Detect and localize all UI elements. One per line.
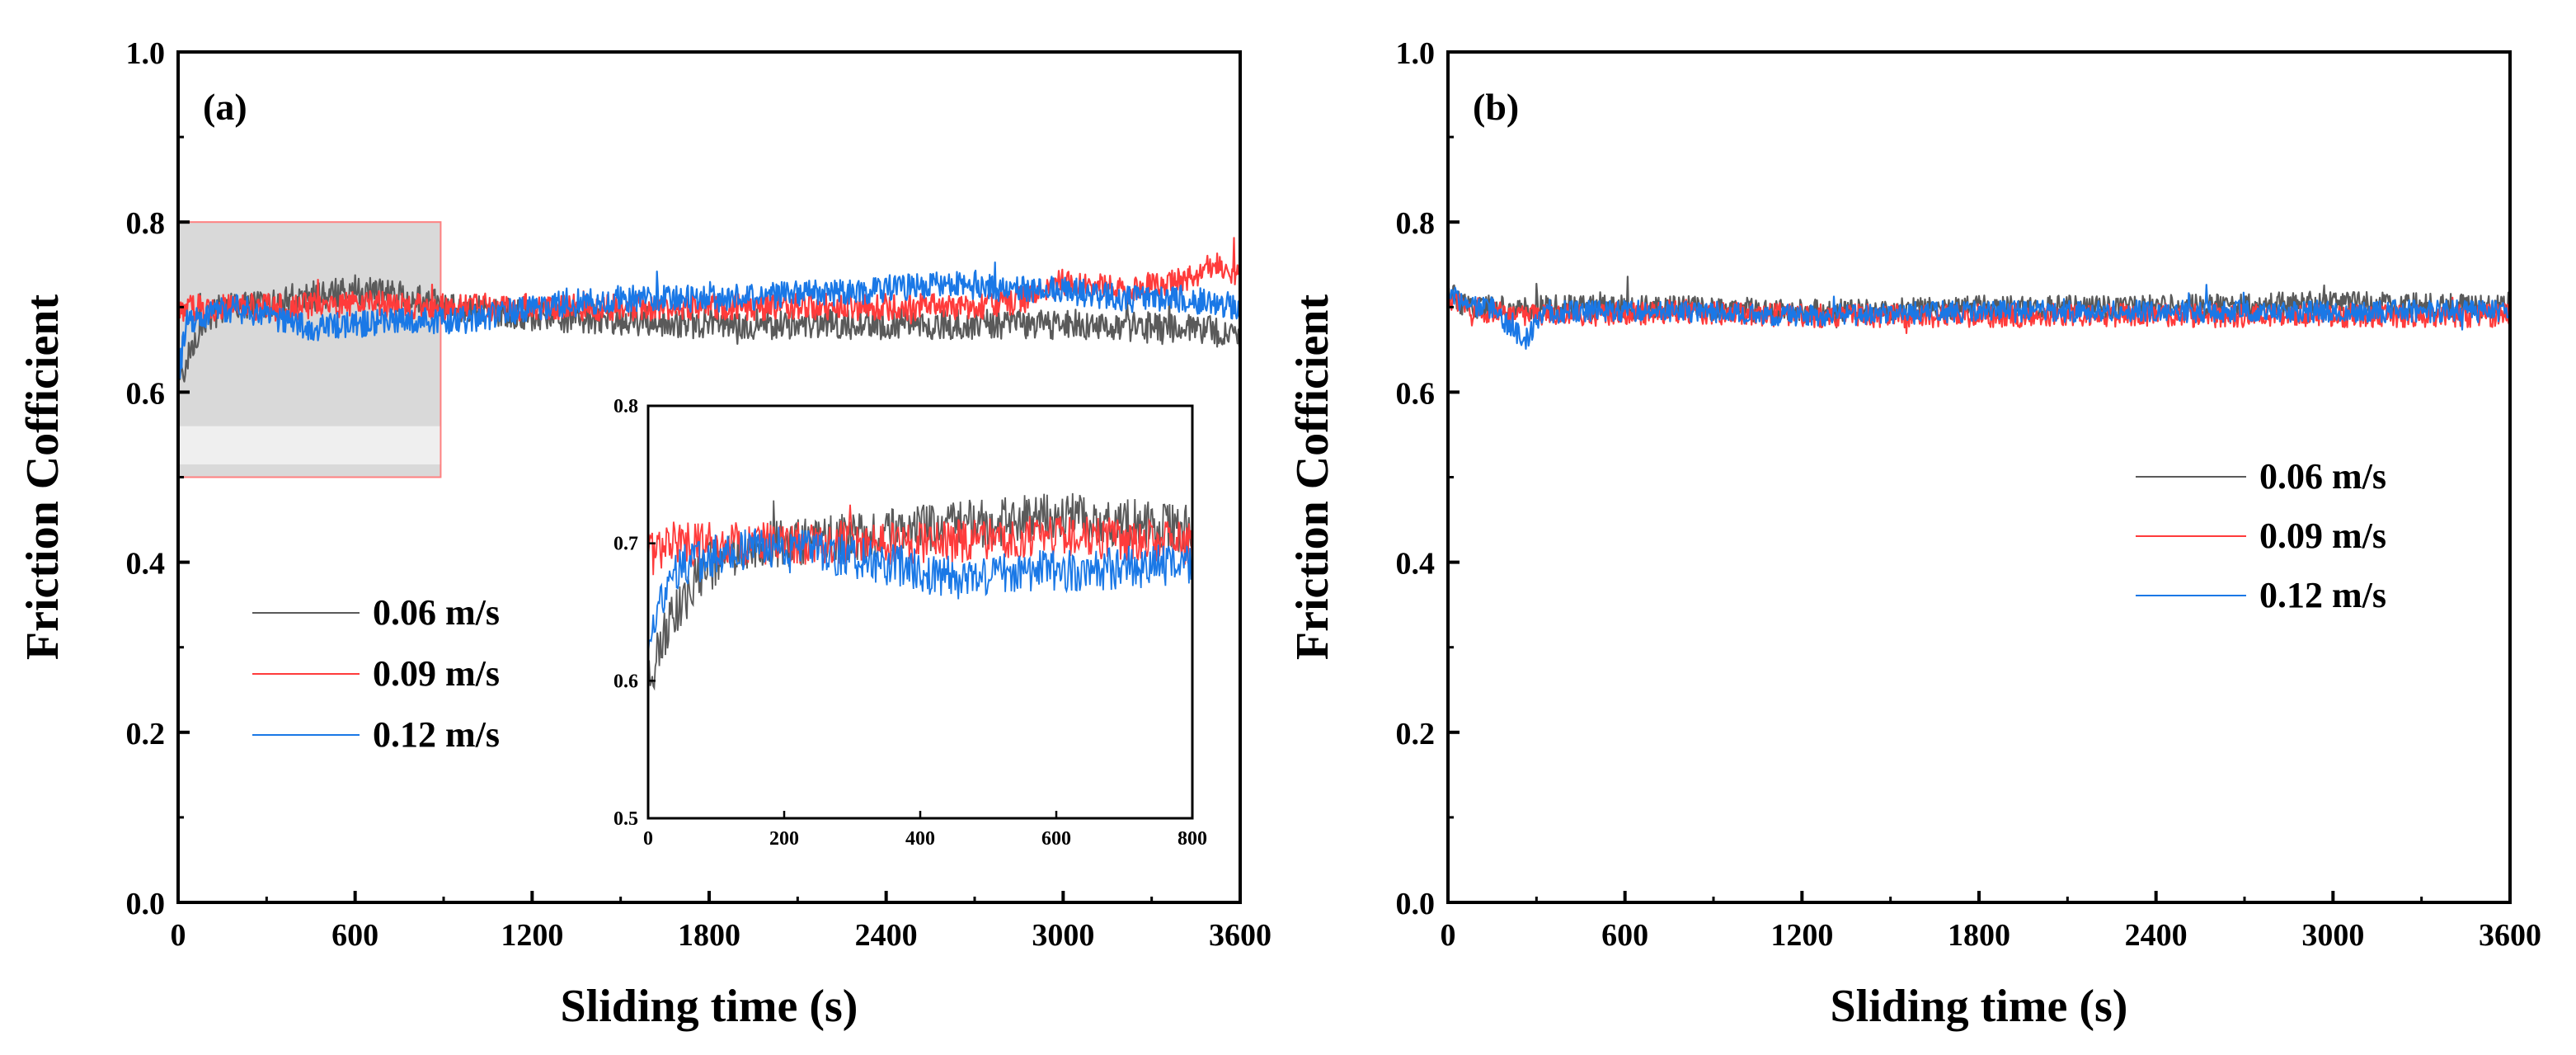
- series-line-012: [1448, 284, 2510, 350]
- series-group: [178, 237, 1240, 399]
- y-tick-label: 1.0: [1396, 36, 1436, 71]
- y-tick-label: 0.4: [126, 547, 166, 582]
- legend-label: 0.06 m/s: [373, 592, 500, 633]
- inset-x-tick-label: 400: [905, 828, 935, 850]
- series-group: [1448, 276, 2510, 350]
- x-tick-label: 1200: [501, 918, 563, 953]
- y-tick-label: 0.0: [126, 887, 166, 921]
- series-line-012: [178, 261, 1240, 382]
- inset-y-tick-label: 0.8: [613, 396, 638, 417]
- legend-label: 0.12 m/s: [2259, 575, 2386, 615]
- x-tick-label: 3600: [1209, 918, 1272, 953]
- x-axis-title: Sliding time (s): [1831, 981, 2128, 1032]
- inset-series-group: [648, 492, 1192, 691]
- panel-b: 0 600 1200 1800 2400 3000 3600 0.0 0.2 0.4 0.6 0.8 1…: [1287, 36, 2541, 1032]
- y-tick-label: 1.0: [126, 36, 166, 71]
- legend-label: 0.09 m/s: [373, 653, 500, 694]
- y-tick-label: 0.2: [126, 717, 166, 751]
- panel-label: (b): [1473, 86, 1519, 128]
- x-tick-label: 3600: [2479, 918, 2541, 953]
- inset-x-tick-label: 800: [1178, 828, 1207, 850]
- legend-label: 0.06 m/s: [2259, 456, 2386, 497]
- inset-x-tick-label: 600: [1041, 828, 1071, 850]
- y-axis-title: Friction Cofficient: [1287, 294, 1338, 661]
- y-tick-label: 0.4: [1396, 547, 1436, 582]
- x-tick-label: 600: [331, 918, 378, 953]
- inset-series-line-009: [648, 504, 1192, 576]
- y-tick-label: 0.2: [1396, 717, 1436, 751]
- inset-chart: 0 200 400 600 800 0.5 0.6 0.7 0.8: [613, 396, 1207, 850]
- y-tick-label: 0.8: [126, 206, 166, 241]
- x-tick-label: 0: [1441, 918, 1456, 953]
- inset-y-tick-label: 0.7: [613, 534, 638, 555]
- panel-label: (a): [203, 86, 247, 128]
- y-tick-label: 0.6: [1396, 376, 1436, 411]
- y-tick-label: 0.0: [1396, 887, 1436, 921]
- x-tick-label: 2400: [2125, 918, 2188, 953]
- inset-series-line-006: [648, 492, 1192, 691]
- y-tick-label: 0.8: [1396, 206, 1436, 241]
- legend-label: 0.09 m/s: [2259, 516, 2386, 556]
- y-tick-label: 0.6: [126, 376, 166, 411]
- inset-x-tick-label: 200: [769, 828, 799, 850]
- inset-y-tick-label: 0.5: [613, 808, 638, 830]
- x-tick-label: 600: [1601, 918, 1648, 953]
- x-tick-label: 3000: [2301, 918, 2364, 953]
- inset-y-tick-label: 0.6: [613, 671, 638, 692]
- x-tick-label: 3000: [1032, 918, 1094, 953]
- inset-background: [648, 406, 1192, 818]
- x-tick-label: 1800: [678, 918, 740, 953]
- x-tick-label: 1200: [1770, 918, 1833, 953]
- panel-a: 0 600 1200 1800 2400 3000 3600 0.0 0.2 0.4 0.6 0.8 1…: [17, 36, 1272, 1032]
- x-tick-label: 1800: [1948, 918, 2010, 953]
- y-axis-title: Friction Cofficient: [17, 294, 68, 661]
- x-tick-label: 2400: [855, 918, 918, 953]
- x-tick-label: 0: [171, 918, 186, 953]
- inset-x-tick-label: 0: [643, 828, 653, 850]
- legend-label: 0.12 m/s: [373, 714, 500, 755]
- highlight-band: [179, 426, 440, 465]
- series-line-006: [178, 274, 1240, 399]
- x-axis-title: Sliding time (s): [561, 981, 858, 1032]
- inset-series-line-012: [648, 526, 1192, 657]
